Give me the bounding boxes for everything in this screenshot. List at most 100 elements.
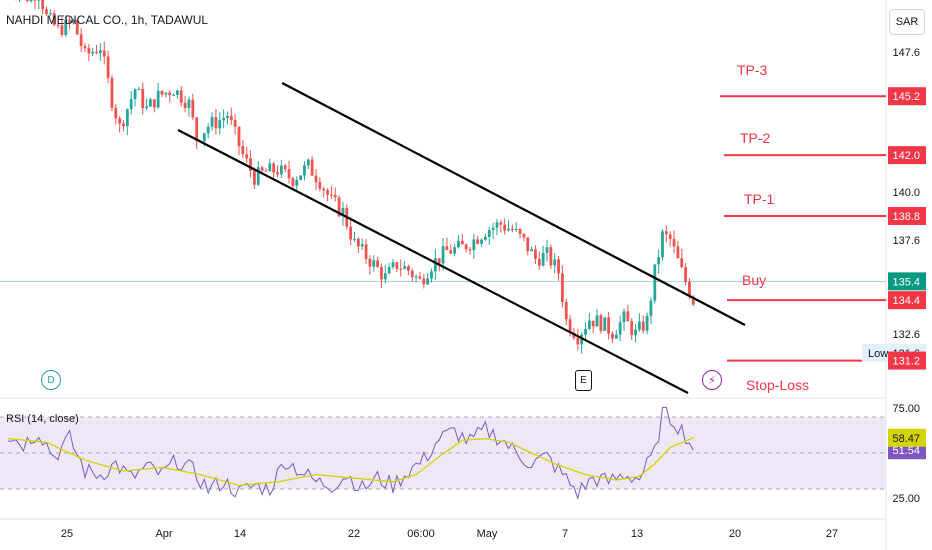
earnings-badge[interactable]: E bbox=[575, 370, 592, 391]
candle-body bbox=[568, 319, 572, 333]
candle-body bbox=[430, 271, 433, 279]
price-tick-label: 140.0 bbox=[892, 187, 920, 199]
candle-body bbox=[245, 154, 249, 159]
tp2-label: TP-2 bbox=[740, 130, 771, 146]
price-scale-label: 135.4 bbox=[892, 276, 920, 288]
candle-body bbox=[25, 0, 29, 2]
candle-body bbox=[91, 51, 95, 54]
price-scale-label: 145.2 bbox=[892, 91, 920, 103]
candle-body bbox=[102, 50, 106, 57]
candle-body bbox=[391, 262, 395, 268]
candle-body bbox=[141, 89, 145, 109]
price-scale-box bbox=[888, 87, 926, 106]
price-tick-label: 132.6 bbox=[892, 329, 920, 341]
candle-body bbox=[484, 236, 487, 240]
candle-body bbox=[179, 90, 183, 103]
candle-body bbox=[622, 311, 626, 323]
candle-body bbox=[33, 0, 37, 1]
candle-body bbox=[114, 107, 118, 119]
time-tick-label: 22 bbox=[348, 528, 360, 540]
candle-body bbox=[172, 94, 175, 96]
candle-body bbox=[614, 334, 618, 339]
candle-body bbox=[549, 247, 553, 266]
candle-body bbox=[668, 234, 672, 239]
candle-body bbox=[657, 257, 661, 265]
candle-body bbox=[149, 99, 152, 107]
candle-body bbox=[661, 231, 664, 258]
candle-body bbox=[626, 311, 630, 322]
candle-body bbox=[545, 247, 549, 253]
candle-body bbox=[260, 167, 264, 171]
price-scale-label: 142.0 bbox=[892, 150, 920, 162]
candle-body bbox=[534, 249, 537, 259]
candle-body bbox=[487, 230, 491, 237]
rsi-value-box bbox=[888, 428, 926, 447]
candle-body bbox=[310, 159, 314, 176]
currency-button[interactable]: SAR bbox=[889, 9, 925, 35]
candle-body bbox=[133, 89, 137, 100]
price-scale-label: 134.4 bbox=[892, 295, 920, 307]
candle-body bbox=[68, 19, 71, 23]
candle-body bbox=[691, 296, 695, 305]
candle-body bbox=[75, 19, 79, 35]
dividend-badge[interactable]: D bbox=[41, 370, 61, 390]
candle-body bbox=[584, 328, 587, 335]
candle-body bbox=[222, 118, 225, 121]
candle-body bbox=[183, 102, 187, 109]
candle-body bbox=[295, 180, 299, 186]
candle-body bbox=[510, 228, 514, 231]
candle-body bbox=[372, 260, 376, 267]
candle-body bbox=[264, 170, 268, 172]
candle-body bbox=[564, 301, 568, 320]
candle-body bbox=[229, 116, 233, 120]
candle-body bbox=[318, 182, 322, 189]
candle-body bbox=[557, 259, 560, 274]
candle-body bbox=[249, 158, 252, 171]
candle-body bbox=[341, 207, 345, 217]
candle-body bbox=[514, 228, 518, 231]
candle-body bbox=[676, 246, 680, 259]
candle-body bbox=[253, 170, 256, 185]
flash-icon[interactable]: ⚡ bbox=[702, 370, 722, 390]
candle-body bbox=[395, 262, 399, 269]
candle-body bbox=[418, 276, 422, 279]
candle-body bbox=[164, 92, 168, 95]
candle-body bbox=[326, 190, 329, 195]
candle-body bbox=[60, 25, 64, 36]
candle-body bbox=[526, 237, 530, 252]
candle-body bbox=[314, 175, 318, 183]
candle-body bbox=[283, 165, 287, 170]
candle-body bbox=[380, 266, 383, 280]
candle-body bbox=[122, 123, 125, 127]
candle-body bbox=[41, 0, 45, 10]
candle-body bbox=[414, 276, 418, 278]
candle-body bbox=[383, 273, 387, 280]
candle-body bbox=[503, 224, 507, 231]
candle-body bbox=[237, 126, 241, 147]
candle-body bbox=[672, 238, 676, 247]
time-tick-label: 27 bbox=[826, 528, 838, 540]
candle-body bbox=[684, 267, 687, 282]
candle-body bbox=[595, 315, 599, 327]
candle-body bbox=[191, 99, 195, 118]
rsi-title: RSI (14, close) bbox=[6, 413, 79, 425]
rsi-value-label: 51.54 bbox=[892, 445, 920, 457]
candle-body bbox=[437, 258, 441, 264]
candle-body bbox=[137, 89, 141, 91]
candle-body bbox=[591, 320, 595, 327]
price-scale-label: 138.8 bbox=[892, 211, 920, 223]
price-scale-box bbox=[888, 351, 926, 370]
candle-body bbox=[129, 99, 133, 110]
candle-body bbox=[433, 258, 437, 272]
candle-body bbox=[561, 273, 564, 302]
candle-body bbox=[645, 315, 649, 331]
price-scale-label: 131.2 bbox=[892, 356, 920, 368]
low-prefix-label: Low bbox=[868, 348, 888, 360]
candle-body bbox=[226, 116, 229, 119]
candle-body bbox=[48, 13, 52, 15]
candle-body bbox=[79, 34, 83, 47]
candle-body bbox=[445, 246, 449, 251]
candle-body bbox=[83, 46, 87, 49]
time-tick-label: 20 bbox=[729, 528, 741, 540]
candle-body bbox=[303, 165, 306, 176]
